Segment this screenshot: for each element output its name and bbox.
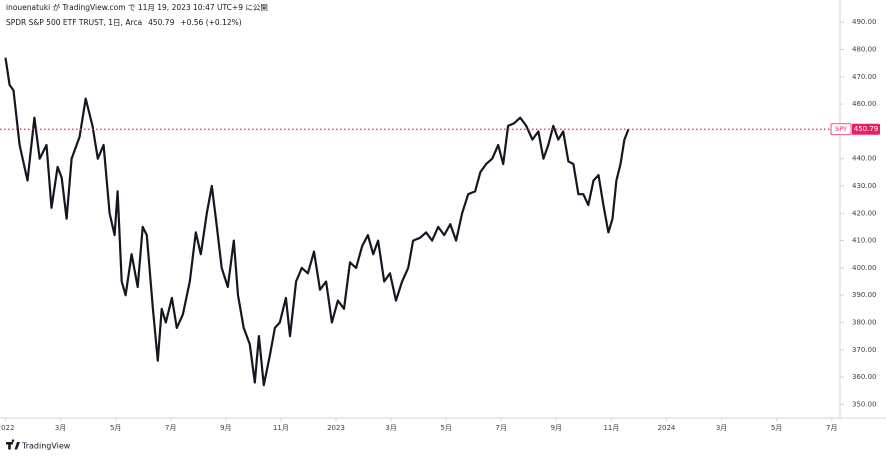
symbol-info: SPDR S&P 500 ETF TRUST, 1日, Arca	[6, 18, 142, 27]
y-tick-label: 400.00	[852, 264, 877, 272]
y-tick-label: 480.00	[852, 45, 877, 53]
y-tick-label: 420.00	[852, 209, 877, 217]
y-tick-label: 370.00	[852, 346, 877, 354]
y-tick-label: 350.00	[852, 400, 877, 408]
x-tick-label: 7月	[165, 424, 176, 432]
y-tick-label: 380.00	[852, 318, 877, 326]
x-tick-label: 5月	[110, 424, 121, 432]
x-tick-label: 9月	[220, 424, 231, 432]
x-tick-label: 11月	[603, 424, 619, 432]
y-tick-label: 390.00	[852, 291, 877, 299]
price-label: 450.79	[854, 125, 879, 133]
x-tick-label: 3月	[716, 424, 727, 432]
x-tick-label: 5月	[771, 424, 782, 432]
y-tick-label: 490.00	[852, 18, 877, 26]
y-tick-label: 430.00	[852, 182, 877, 190]
x-tick-label: 2022	[0, 424, 14, 432]
series-name-box	[830, 123, 852, 136]
x-tick-label: 7月	[826, 424, 837, 432]
y-tick-label: 470.00	[852, 73, 877, 81]
brand: TradingView	[21, 442, 71, 451]
x-tick-label: 11月	[273, 424, 289, 432]
x-tick-label: 5月	[440, 424, 451, 432]
header-price: 450.79	[148, 18, 174, 27]
series-name: SPY	[835, 125, 847, 133]
y-tick-label: 460.00	[852, 100, 877, 108]
brand-logo	[6, 439, 20, 450]
header-change: +0.56 (+0.12%)	[180, 18, 241, 27]
x-tick-label: 3月	[385, 424, 396, 432]
x-tick-label: 7月	[496, 424, 507, 432]
y-tick-label: 410.00	[852, 237, 877, 245]
x-tick-label: 2024	[658, 424, 676, 432]
x-tick-label: 9月	[551, 424, 562, 432]
y-tick-label: 360.00	[852, 373, 877, 381]
y-tick-label: 440.00	[852, 155, 877, 163]
publisher: inouenatuki が TradingView.com で 11月 19, …	[6, 2, 268, 12]
x-tick-label: 3月	[55, 424, 66, 432]
price-line	[4, 57, 630, 387]
x-tick-label: 2023	[327, 424, 345, 432]
price-label-box	[852, 123, 880, 135]
